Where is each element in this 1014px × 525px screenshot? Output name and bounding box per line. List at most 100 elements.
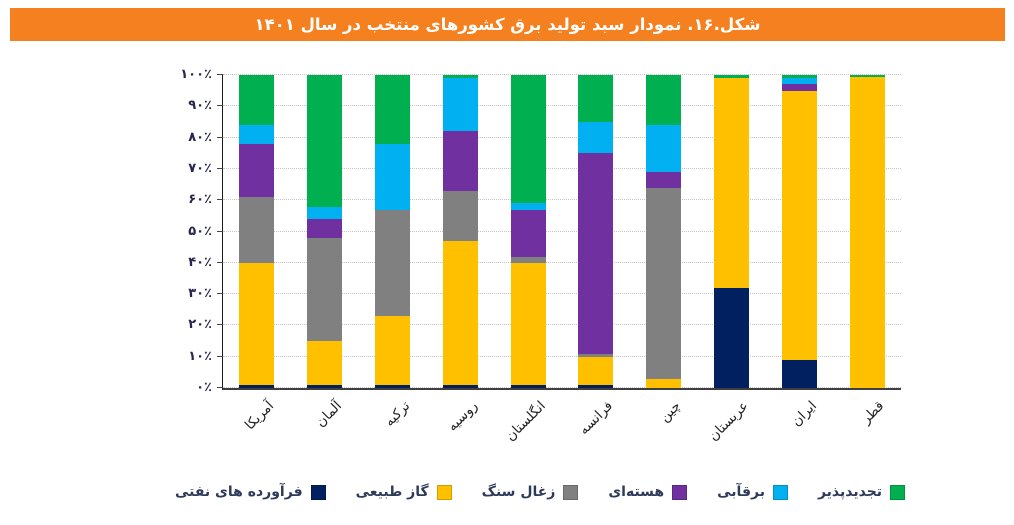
bar-segment [442, 131, 478, 191]
gridline [223, 355, 901, 357]
bar-segment [646, 75, 682, 126]
legend-color-swatch [672, 484, 688, 500]
legend-item-label: هسته‌ای [608, 484, 665, 500]
x-tick-label: فرانسه [576, 398, 617, 439]
bar-column-4 [510, 75, 546, 388]
bar-column-9 [849, 75, 885, 388]
legend-color-swatch [563, 484, 579, 500]
x-tick-label: ترکیه [381, 398, 413, 430]
bar-segment [307, 384, 343, 388]
y-axis-tick [217, 167, 223, 169]
y-tick-label: ۸۰٪ [188, 129, 212, 145]
bar-segment [375, 209, 410, 317]
y-axis-tick [217, 355, 223, 357]
gridline [223, 136, 901, 138]
x-tick-label: عربستان [705, 398, 752, 445]
bar-segment [239, 384, 275, 388]
bar-segment [307, 237, 343, 342]
bar-segment [781, 78, 817, 85]
bar-column-2 [375, 75, 410, 388]
bar-segment [307, 75, 343, 207]
legend-color-swatch [310, 484, 326, 500]
bar-segment [578, 75, 614, 122]
bar-segment [578, 153, 614, 354]
legend-item-label: زغال سنگ [481, 484, 556, 500]
y-axis-tick [217, 199, 223, 201]
bar-segment [781, 90, 817, 360]
y-axis-tick [217, 230, 223, 232]
bar-column-7 [714, 75, 749, 388]
y-tick-label: ۹۰٪ [188, 98, 212, 114]
y-tick-label: ۱۰٪ [188, 348, 212, 364]
y-axis-tick [217, 74, 223, 75]
bar-segment [646, 172, 682, 188]
gridline [223, 387, 901, 388]
legend-item-label: فرآورده های نفتی [174, 484, 303, 500]
legend-item: برقآبی [717, 484, 788, 500]
bar-segment [442, 78, 478, 132]
bar-segment [849, 76, 885, 388]
gridline [223, 261, 901, 263]
y-axis-tick [217, 293, 223, 295]
legend-item: تجدیدپذیر [818, 484, 906, 500]
y-tick-label: ۱۰۰٪ [180, 67, 212, 82]
x-tick-label: آمریکا [242, 398, 278, 434]
y-axis-tick [217, 261, 223, 263]
gridline [223, 167, 901, 169]
bar-segment [578, 356, 614, 385]
bar-segment [239, 262, 275, 385]
bar-column-5 [578, 75, 614, 388]
bar-segment [510, 262, 546, 385]
bar-segment [714, 287, 749, 388]
bar-segment [307, 219, 343, 238]
bar-segment [375, 384, 410, 388]
bar-segment [510, 256, 546, 263]
bar-segment [375, 316, 410, 385]
bar-segment [849, 75, 885, 77]
bar-segment [307, 206, 343, 220]
y-axis-tick-labels: ۰٪ ۱۰٪ ۲۰٪ ۳۰٪ ۴۰٪ ۵۰٪ ۶۰٪ ۷۰٪ ۸۰٪ ۹۰٪ ۱۰۰٪ [142, 67, 212, 395]
y-tick-label: ۷۰٪ [188, 160, 212, 176]
bar-segment [510, 203, 546, 210]
bar-segment [781, 84, 817, 91]
legend-item-label: برقآبی [717, 484, 765, 500]
bar-segment [646, 378, 682, 388]
bar-segment [239, 75, 275, 126]
bar-segment [239, 197, 275, 263]
bar-segment [646, 187, 682, 379]
bar-segment [646, 125, 682, 173]
bar-segment [510, 384, 546, 388]
bar-column-0 [239, 75, 275, 388]
gridline [223, 230, 901, 232]
bar-segment [510, 209, 546, 257]
legend-color-swatch [772, 484, 788, 500]
bar-segment [239, 125, 275, 144]
y-axis-tick [217, 136, 223, 138]
bar-segment [375, 143, 410, 210]
gridline [223, 324, 901, 326]
bar-segment [239, 143, 275, 198]
x-tick-label: روسیه [444, 398, 481, 435]
x-tick-label: قطر [858, 398, 888, 427]
bar-column-1 [307, 75, 343, 388]
y-tick-label: ۰٪ [196, 380, 212, 395]
bar-segment [375, 75, 410, 144]
legend-color-swatch [890, 484, 906, 500]
bar-column-3 [442, 75, 478, 388]
gridline [223, 293, 901, 295]
y-axis-tick [217, 387, 223, 388]
legend-item: گاز طبیعی [356, 484, 452, 500]
bar-segment [781, 359, 817, 388]
bar-segment [307, 341, 343, 385]
y-tick-label: ۵۰٪ [188, 223, 212, 239]
legend-item: فرآورده های نفتی [175, 484, 326, 500]
y-axis-tick [217, 324, 223, 326]
bar-segment [442, 384, 478, 388]
bar-column-6 [646, 75, 682, 388]
x-tick-label: انگلستان [502, 398, 549, 445]
y-tick-label: ۶۰٪ [188, 192, 212, 208]
bar-segment [714, 75, 749, 79]
plot-area [217, 74, 901, 390]
chart-legend: تجدیدپذیر برقآبی هسته‌ای زغال سنگ گاز طبیعی ف… [66, 484, 1014, 500]
bar-segment [510, 75, 546, 204]
